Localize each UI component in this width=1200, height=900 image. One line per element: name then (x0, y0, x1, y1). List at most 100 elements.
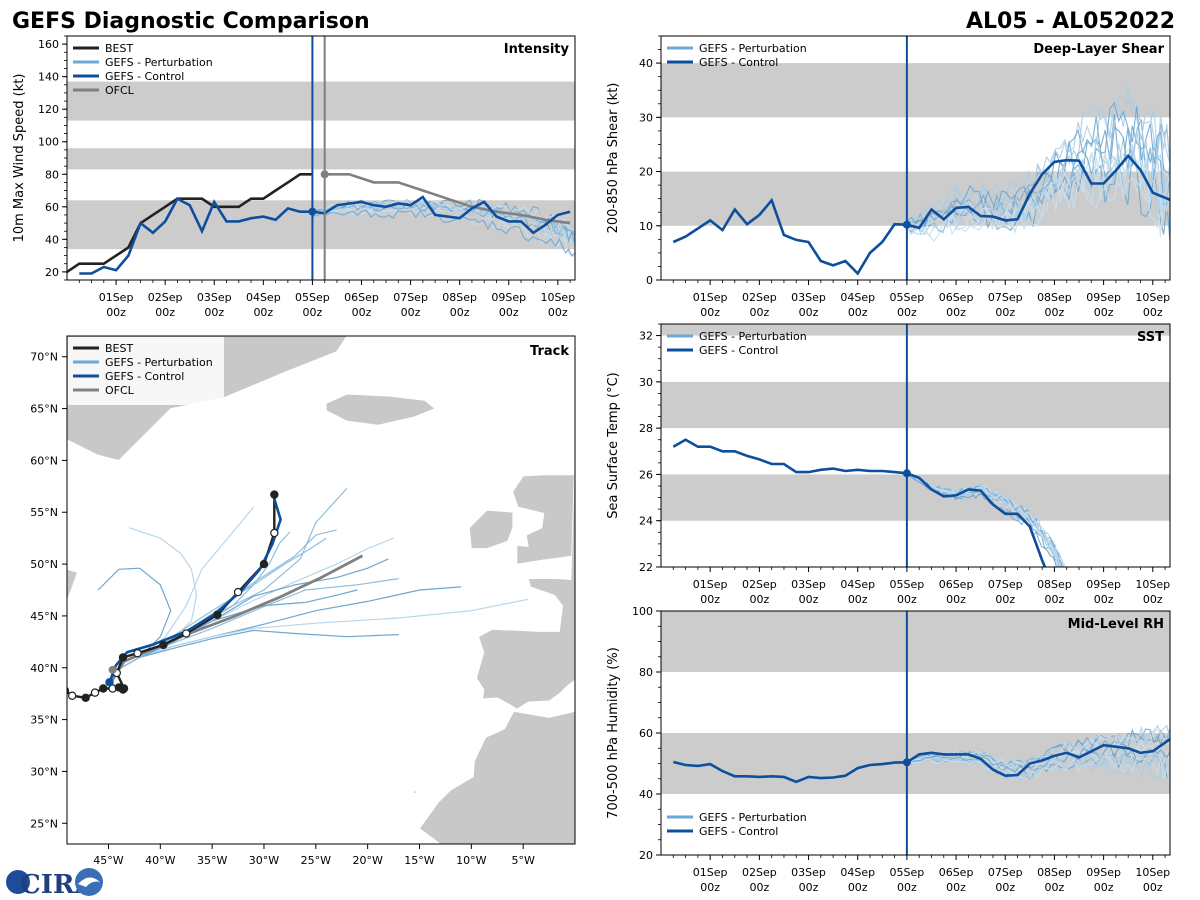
intensity-xtick-hour: 00z (450, 306, 470, 319)
intensity-xtick-hour: 00z (106, 306, 126, 319)
cira-logo: CIRA (6, 868, 103, 900)
sst-legend-label: GEFS - Perturbation (699, 330, 807, 343)
sst-plot-area (661, 324, 1170, 567)
best-track-point-3 (90, 688, 100, 697)
sst-xtick-hour: 00z (897, 593, 917, 606)
intensity-perturbation-line-6 (312, 202, 575, 244)
best-track-point-2 (81, 693, 90, 703)
track-xtick-label: 10°W (456, 854, 486, 867)
shear-xtick-date: 08Sep (1037, 291, 1072, 304)
sst-ytick-label: 30 (639, 376, 653, 389)
intensity-ytick-label: 160 (38, 38, 59, 51)
best-track-point-16 (259, 559, 269, 569)
shear-xtick-date: 03Sep (791, 291, 826, 304)
intensity-ytick-label: 40 (45, 233, 59, 246)
rh-xtick-date: 04Sep (840, 866, 875, 879)
best-track-point-1 (67, 691, 77, 700)
rh-xtick-hour: 00z (1094, 881, 1114, 894)
control-track-marker (105, 678, 114, 687)
intensity-xtick-date: 03Sep (197, 291, 232, 304)
track-legend-label: GEFS - Control (105, 370, 184, 383)
track-legend-label: BEST (105, 342, 133, 355)
intensity-xtick-date: 01Sep (99, 291, 134, 304)
track-xtick-label: 30°W (249, 854, 279, 867)
track-ytick-label: 50°N (30, 558, 58, 571)
track-ytick-label: 25°N (30, 817, 58, 830)
intensity-panel: 20 40 60 80 100 120 140 160 01Sep 00z 02Sep 00z 03Se… (12, 35, 576, 319)
intensity-xtick-date: 04Sep (246, 291, 281, 304)
rh-ytick-label: 20 (639, 849, 653, 862)
track-ytick-label: 60°N (30, 454, 58, 467)
sst-title: SST (1137, 330, 1164, 345)
rh-xtick-hour: 00z (700, 881, 720, 894)
rh-plot-area (661, 611, 1170, 794)
best-track-point-17 (270, 528, 279, 538)
intensity-ylabel: 10m Max Wind Speed (kt) (12, 74, 27, 243)
intensity-perturbation-line-9 (312, 209, 575, 257)
rh-xtick-date: 07Sep (988, 866, 1023, 879)
shear-plot-area (661, 63, 1170, 276)
rh-panel: 20 40 60 80 100 01Sep 00z 02Sep 00z 03Sep 00z 04Sep… (606, 605, 1171, 894)
rh-xtick-hour: 00z (897, 881, 917, 894)
track-ytick-label: 30°N (30, 765, 58, 778)
iceland-land (325, 393, 436, 426)
track-xtick-label: 25°W (301, 854, 331, 867)
shear-xtick-hour: 00z (848, 306, 868, 319)
intensity-legend-label: GEFS - Control (105, 70, 184, 83)
rh-ytick-label: 100 (632, 605, 653, 618)
sst-band-2 (661, 324, 1170, 336)
perturbation-track-13 (109, 537, 327, 683)
rh-xtick-hour: 00z (995, 881, 1015, 894)
shear-ytick-label: 0 (646, 274, 653, 287)
shear-panel: 0 10 20 30 40 01Sep 00z 02Sep 00z 03Sep 00z 04Sep 00… (606, 35, 1171, 319)
best-track-point-12 (159, 640, 168, 650)
sst-xtick-date: 08Sep (1037, 578, 1072, 591)
track-xtick-label: 35°W (197, 854, 227, 867)
intensity-legend-label: OFCL (105, 84, 135, 97)
shear-control-line (672, 153, 1170, 276)
sst-xtick-date: 06Sep (939, 578, 974, 591)
rh-xtick-date: 09Sep (1086, 866, 1121, 879)
shear-xtick-date: 07Sep (988, 291, 1023, 304)
shear-xtick-hour: 00z (749, 306, 769, 319)
intensity-plot-area (67, 81, 575, 275)
ofcl-track (110, 554, 364, 682)
track-xtick-label: 5°W (511, 854, 534, 867)
rh-perturbation-line-10 (906, 750, 1170, 779)
intensity-xtick-hour: 00z (352, 306, 372, 319)
intensity-control-marker (308, 207, 317, 216)
shear-xtick-hour: 00z (1045, 306, 1065, 319)
rh-control-marker (902, 758, 911, 767)
canary-islands-land (412, 789, 417, 795)
europe-mainland-land (476, 449, 575, 715)
rh-xtick-date: 06Sep (939, 866, 974, 879)
intensity-ytick-label: 100 (38, 136, 59, 149)
intensity-xtick-date: 10Sep (540, 291, 575, 304)
great-britain-land (512, 474, 575, 565)
shear-title: Deep-Layer Shear (1033, 42, 1164, 57)
sst-xtick-hour: 00z (749, 593, 769, 606)
intensity-xtick-hour: 00z (303, 306, 323, 319)
track-xtick-label: 45°W (93, 854, 123, 867)
track-frame (66, 335, 576, 845)
intensity-legend-label: GEFS - Perturbation (105, 56, 213, 69)
sst-xtick-hour: 00z (799, 593, 819, 606)
shear-xtick-hour: 00z (700, 306, 720, 319)
shear-xtick-hour: 00z (1143, 306, 1163, 319)
sst-ytick-label: 32 (639, 330, 653, 343)
best-track-point-8 (119, 684, 129, 693)
sst-xtick-date: 09Sep (1086, 578, 1121, 591)
sst-xtick-date: 01Sep (693, 578, 728, 591)
track-ytick-label: 70°N (30, 351, 58, 364)
shear-xtick-hour: 00z (995, 306, 1015, 319)
shear-xtick-hour: 00z (1094, 306, 1114, 319)
sst-ytick-label: 28 (639, 422, 653, 435)
intensity-xtick-date: 02Sep (148, 291, 183, 304)
intensity-title: Intensity (504, 42, 570, 57)
track-ytick-label: 45°N (30, 610, 58, 623)
sst-xtick-hour: 00z (1094, 593, 1114, 606)
rh-xtick-date: 03Sep (791, 866, 826, 879)
sst-xtick-date: 07Sep (988, 578, 1023, 591)
track-ytick-label: 35°N (30, 714, 58, 727)
